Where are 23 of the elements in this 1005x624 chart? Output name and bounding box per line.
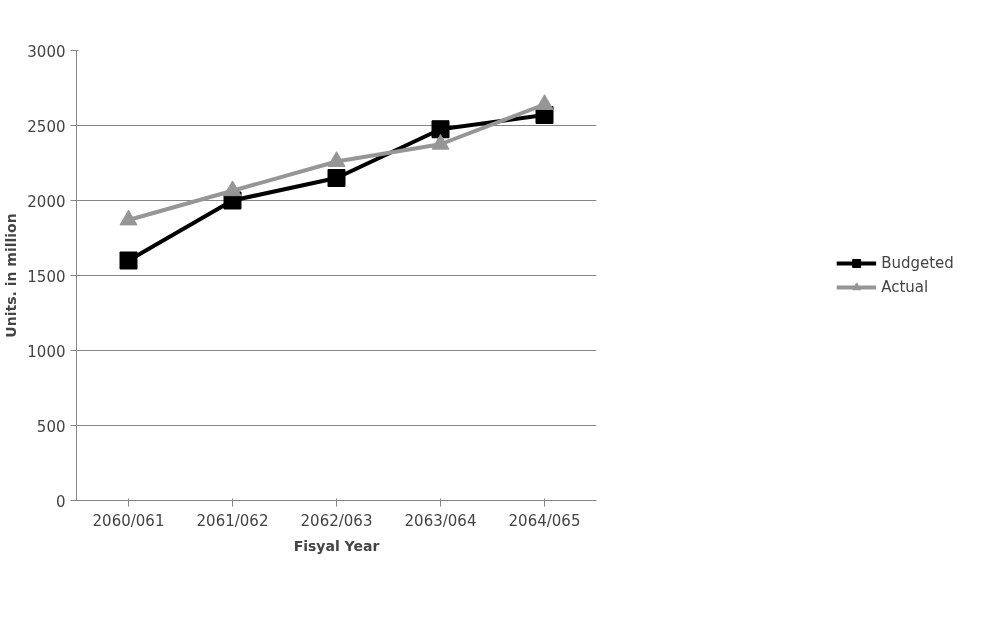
y-tick-label: 2500 [27, 117, 66, 136]
legend-label: Budgeted [881, 254, 954, 272]
x-axis-title: Fisyal Year [293, 537, 380, 554]
y-tick-label: 1500 [27, 267, 66, 286]
y-axis-title: Units. in million [3, 213, 20, 338]
x-tick-label: 2060/061 [92, 511, 165, 530]
point [327, 151, 346, 167]
x-tick-label: 2063/064 [404, 511, 477, 530]
y-tick-label: 500 [36, 417, 66, 436]
point [119, 251, 138, 270]
x-tick-label: 2064/065 [508, 511, 581, 530]
y-tick-label: 0 [55, 492, 66, 511]
point [327, 169, 346, 187]
y-tick-label: 3000 [27, 42, 66, 61]
point [535, 94, 554, 110]
point [223, 180, 242, 197]
y-tick-label: 2000 [27, 192, 66, 211]
x-tick-label: 2061/062 [196, 511, 269, 530]
y-tick-label: 1000 [27, 342, 66, 361]
point [431, 133, 450, 150]
x-tick-label: 2062/063 [300, 511, 373, 530]
point [119, 209, 138, 226]
legend-label: Actual [881, 278, 929, 296]
